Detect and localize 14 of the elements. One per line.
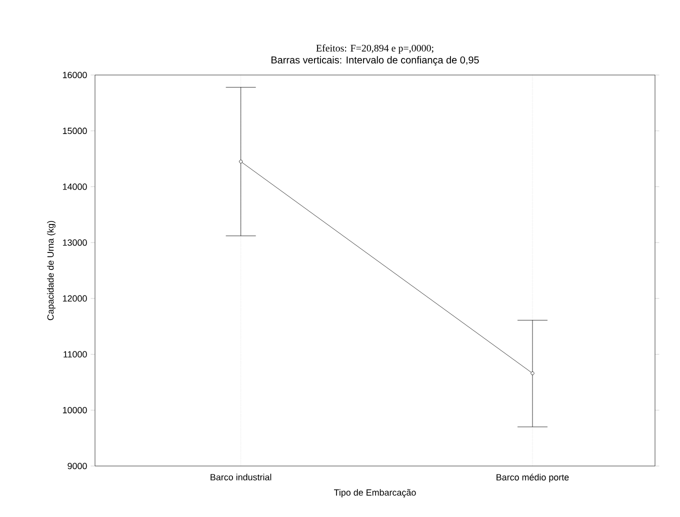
- y-tick-label: 11000: [64, 351, 87, 358]
- y-tick-label: 14000: [62, 184, 87, 190]
- y-tick-label: 12000: [62, 295, 87, 302]
- x-tick-label: Barco industrial: [210, 474, 272, 480]
- x-tick-label: Barco médio porte: [496, 474, 569, 482]
- chart-subtitle: Barras verticais: Intervalo de confiança de 0,95: [272, 56, 479, 66]
- y-tick-label: 16000: [62, 72, 87, 78]
- y-tick-label: 9000: [68, 462, 87, 470]
- y-tick-label: 13000: [62, 239, 87, 246]
- chart-title: Efeitos: F=20,894 e p=,0000;: [316, 44, 434, 54]
- x-axis-title: Tipo de Embarcação: [334, 489, 416, 498]
- y-tick-label: 10000: [62, 406, 87, 414]
- y-tick-label: 15000: [62, 128, 87, 134]
- y-axis-title: Capacidade de Urna (kg): [47, 220, 56, 320]
